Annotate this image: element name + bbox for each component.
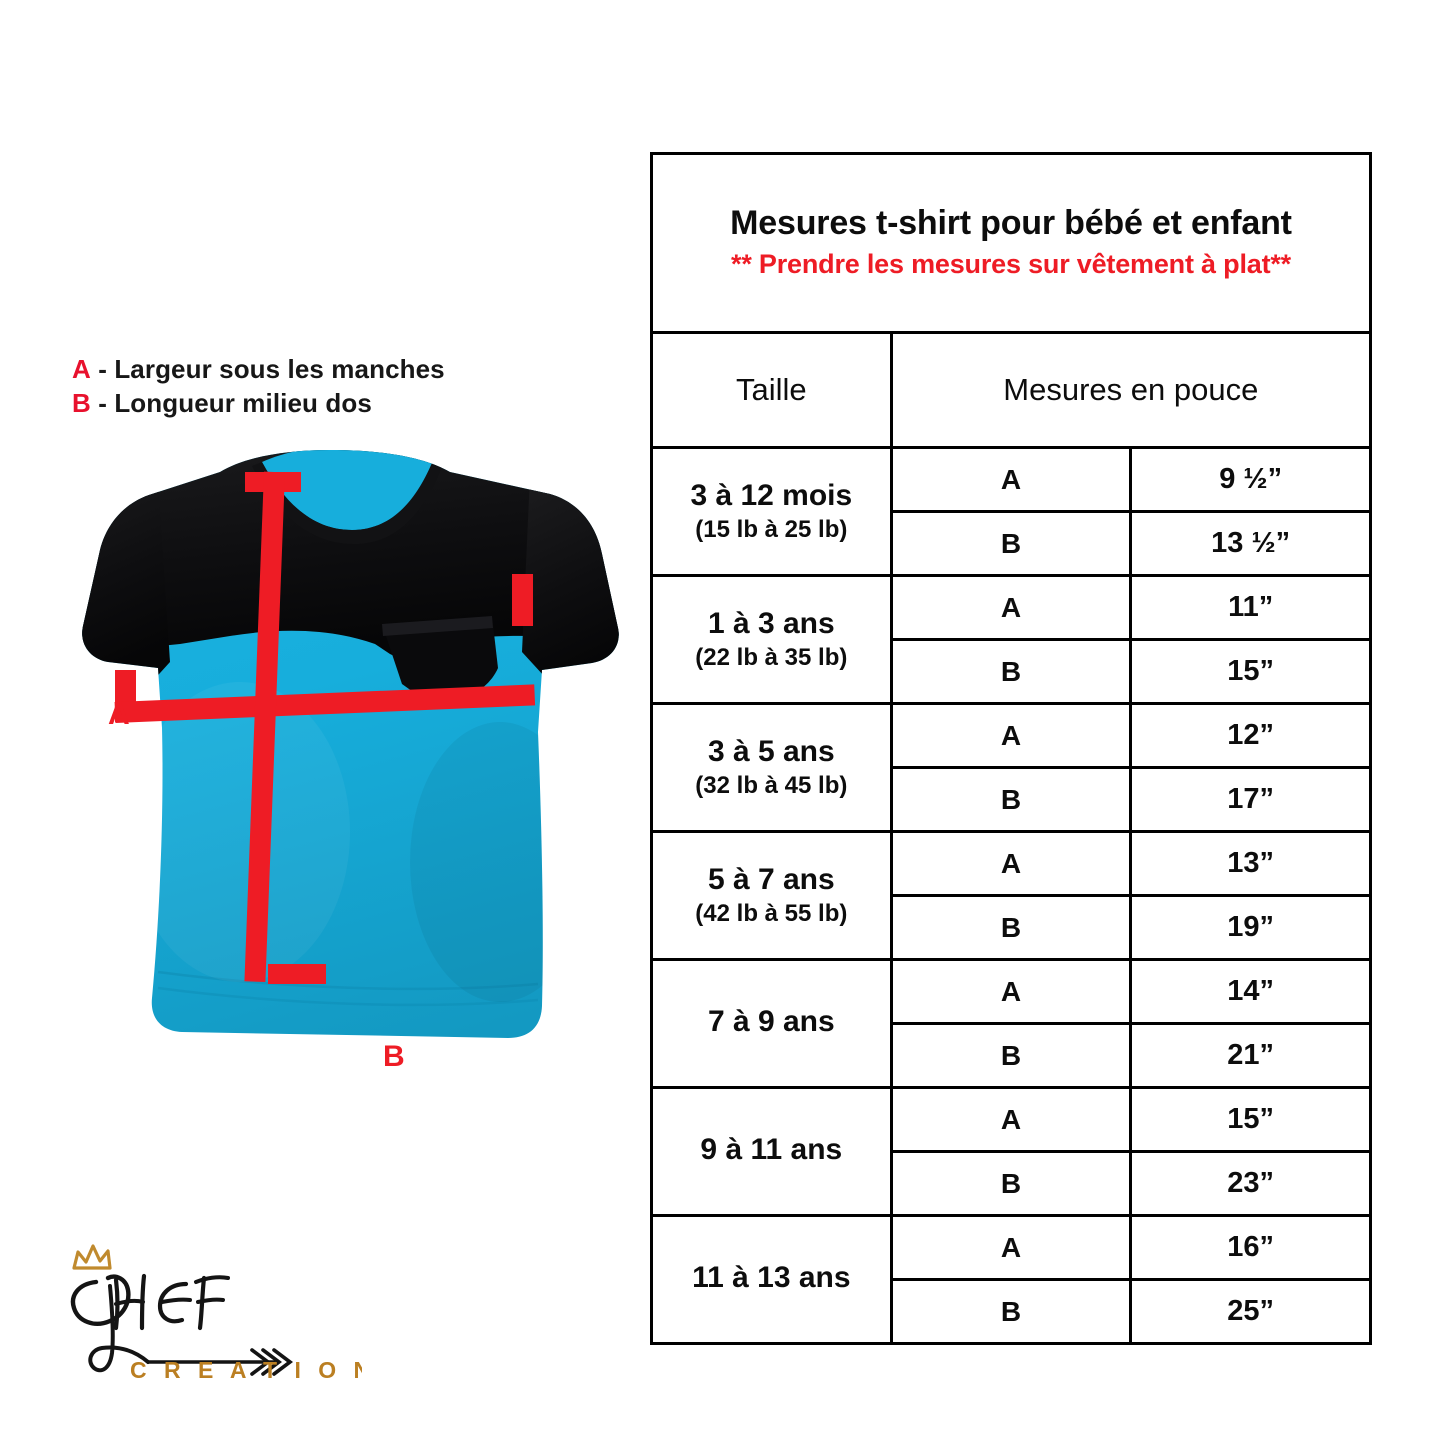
measure-value-b: 23”	[1129, 1150, 1372, 1217]
size-weight: (22 lb à 35 lb)	[695, 643, 848, 671]
measurement-legend: A - Largeur sous les manches B - Longueu…	[72, 352, 592, 420]
size-range: 3 à 12 mois	[690, 479, 853, 513]
table-row: B 19”	[652, 894, 1372, 961]
measure-value-b: 19”	[1129, 894, 1372, 961]
measure-value-a: 9 ½”	[1129, 446, 1372, 513]
measure-b-bottom-tick	[268, 964, 326, 984]
size-weight: (15 lb à 25 lb)	[695, 515, 848, 543]
tshirt-photo	[30, 432, 650, 1112]
table-row: B 23”	[652, 1150, 1372, 1217]
table-title-cell: Mesures t-shirt pour bébé et enfant ** P…	[650, 152, 1372, 334]
size-cell: 1 à 3 ans (22 lb à 35 lb)	[650, 574, 893, 705]
header-taille: Taille	[650, 331, 893, 449]
size-range: 11 à 13 ans	[692, 1261, 851, 1295]
legend-dash-a: -	[98, 354, 107, 384]
table-row: 5 à 7 ans (42 lb à 55 lb) A 13”	[650, 830, 1372, 961]
measure-value-a: 16”	[1129, 1214, 1372, 1281]
size-cell: 5 à 7 ans (42 lb à 55 lb)	[650, 830, 893, 961]
size-cell: 3 à 12 mois (15 lb à 25 lb)	[650, 446, 893, 577]
measure-key-b: B	[889, 766, 1133, 833]
measure-value-b: 17”	[1129, 766, 1372, 833]
size-range: 3 à 5 ans	[707, 735, 835, 769]
table-row: B 13 ½”	[652, 510, 1372, 577]
logo-tagline: C R E A T I O N S	[130, 1357, 362, 1383]
collar-band	[252, 458, 444, 544]
measure-key-b: B	[889, 638, 1133, 705]
legend-item-a: A - Largeur sous les manches	[72, 352, 592, 386]
measurement-lines	[114, 471, 536, 984]
size-range: 7 à 9 ans	[707, 1005, 835, 1039]
measure-key-a: A	[889, 702, 1133, 769]
table-row: 9 à 11 ans A 15”	[650, 1086, 1372, 1217]
table-row: 1 à 3 ans (22 lb à 35 lb) A 11”	[650, 574, 1372, 705]
legend-item-b: B - Longueur milieu dos	[72, 386, 592, 420]
size-range: 5 à 7 ans	[707, 863, 835, 897]
measure-key-a: A	[889, 446, 1133, 513]
size-cell: 9 à 11 ans	[650, 1086, 893, 1217]
chart-subtitle: ** Prendre les mesures sur vêtement à pl…	[731, 249, 1291, 279]
measure-key-a: A	[889, 1086, 1133, 1153]
size-cell: 3 à 5 ans (32 lb à 45 lb)	[650, 702, 893, 833]
header-mesures: Mesures en pouce	[889, 331, 1373, 449]
measure-value-b: 15”	[1129, 638, 1372, 705]
measure-key-b: B	[889, 1022, 1133, 1089]
size-range: 9 à 11 ans	[700, 1133, 843, 1167]
crown-icon	[72, 1244, 112, 1270]
measure-value-a: 12”	[1129, 702, 1372, 769]
measure-key-a: A	[889, 830, 1133, 897]
table-header-row: Taille Mesures en pouce	[650, 331, 1373, 449]
measure-value-a: 13”	[1129, 830, 1372, 897]
sizing-chart-table: Mesures t-shirt pour bébé et enfant ** P…	[650, 152, 1373, 1345]
measure-key-b: B	[889, 1278, 1133, 1345]
legend-text-b: Longueur milieu dos	[114, 388, 372, 418]
size-cell: 11 à 13 ans	[650, 1214, 893, 1345]
table-row: B 15”	[652, 638, 1372, 705]
table-row: 3 à 5 ans (32 lb à 45 lb) A 12”	[650, 702, 1372, 833]
table-row: 11 à 13 ans A 16”	[650, 1214, 1372, 1345]
legend-text-a: Largeur sous les manches	[114, 354, 445, 384]
size-weight: (42 lb à 55 lb)	[695, 899, 848, 927]
measure-key-b: B	[889, 894, 1133, 961]
table-row: B 25”	[652, 1278, 1372, 1345]
legend-key-a: A	[72, 354, 91, 384]
measure-value-a: 14”	[1129, 958, 1372, 1025]
measure-key-a: A	[889, 1214, 1133, 1281]
measure-key-a: A	[889, 574, 1133, 641]
table-row: 7 à 9 ans A 14”	[650, 958, 1372, 1089]
measure-value-b: 21”	[1129, 1022, 1372, 1089]
legend-dash-b: -	[98, 388, 107, 418]
collar-inner	[262, 450, 434, 530]
measure-value-b: 13 ½”	[1129, 510, 1372, 577]
measure-b-line	[244, 471, 285, 983]
size-range: 1 à 3 ans	[707, 607, 835, 641]
photo-label-a: A	[108, 698, 130, 731]
shirt-body	[82, 450, 619, 1038]
chest-pocket	[382, 616, 498, 704]
measure-key-b: B	[889, 510, 1133, 577]
size-weight: (32 lb à 45 lb)	[695, 771, 848, 799]
shirt-black-yoke	[82, 450, 619, 660]
measure-a-right-tick	[512, 574, 533, 626]
measure-a-line	[114, 684, 536, 723]
size-cell: 7 à 9 ans	[650, 958, 893, 1089]
table-row: 3 à 12 mois (15 lb à 25 lb) A 9 ½”	[650, 446, 1372, 577]
measure-value-a: 11”	[1129, 574, 1372, 641]
table-title-row: Mesures t-shirt pour bébé et enfant ** P…	[650, 152, 1372, 334]
measure-value-b: 25”	[1129, 1278, 1372, 1345]
measure-value-a: 15”	[1129, 1086, 1372, 1153]
arrow-icon	[146, 1348, 293, 1376]
brand-logo: C R E A T I O N S	[52, 1238, 362, 1408]
table-row: B 21”	[652, 1022, 1372, 1089]
legend-key-b: B	[72, 388, 91, 418]
table-row: B 17”	[652, 766, 1372, 833]
photo-label-b: B	[383, 1040, 405, 1073]
measure-key-b: B	[889, 1150, 1133, 1217]
chart-title: Mesures t-shirt pour bébé et enfant	[730, 204, 1292, 242]
measure-key-a: A	[889, 958, 1133, 1025]
logo-script-text	[70, 1273, 230, 1373]
